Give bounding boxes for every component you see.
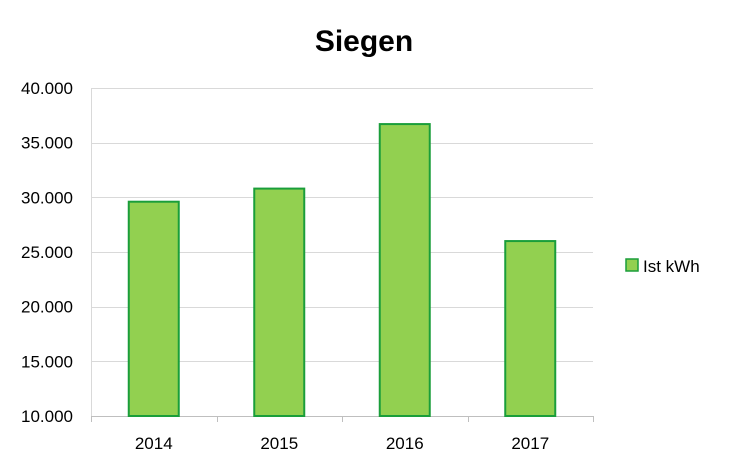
x-axis-tick-labels: 2014 2015 2016 2017 — [135, 434, 549, 453]
legend-swatch — [625, 258, 639, 272]
bar-2016 — [378, 123, 431, 418]
bar-2015 — [253, 187, 306, 417]
bar-2014 — [127, 200, 180, 417]
y-tick-label: 40.000 — [21, 79, 73, 98]
y-tick-label: 35.000 — [21, 134, 73, 153]
y-tick-label: 10.000 — [21, 407, 73, 426]
y-tick-label: 25.000 — [21, 243, 73, 262]
x-tick-label: 2016 — [386, 434, 424, 453]
chart-title: Siegen — [315, 25, 413, 58]
legend: Ist kWh — [625, 257, 700, 276]
bars — [127, 123, 557, 418]
bar-2017 — [504, 240, 557, 417]
y-tick-label: 15.000 — [21, 352, 73, 371]
y-tick-label: 30.000 — [21, 188, 73, 207]
x-tick-label: 2017 — [511, 434, 549, 453]
legend-label: Ist kWh — [643, 257, 700, 276]
y-axis-tick-labels: 10.000 15.000 20.000 25.000 30.000 35.000 40.0… — [21, 79, 73, 426]
y-tick-label: 20.000 — [21, 298, 73, 317]
x-tick-label: 2015 — [260, 434, 298, 453]
x-tick-label: 2014 — [135, 434, 173, 453]
